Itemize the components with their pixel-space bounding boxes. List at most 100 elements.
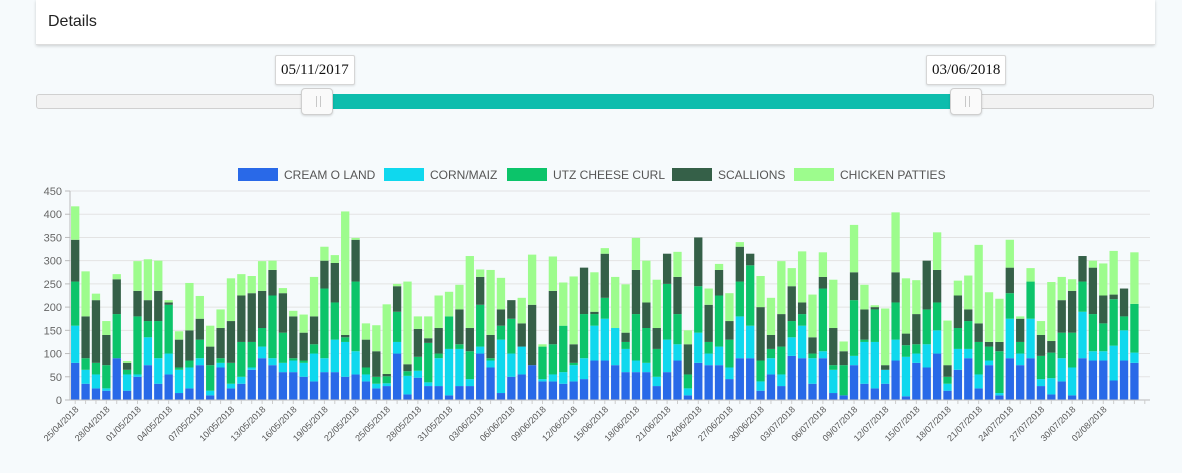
bar-segment	[600, 360, 609, 400]
slider-start-handle[interactable]	[300, 88, 333, 115]
legend-swatch	[384, 168, 424, 181]
bar-segment	[382, 304, 391, 374]
bar-segment	[226, 278, 236, 322]
bar-segment	[299, 376, 308, 400]
bar-segment	[278, 372, 288, 400]
bar-segment	[652, 279, 661, 329]
bar-segment	[1067, 290, 1077, 333]
grip-icon	[965, 96, 971, 107]
bar-segment	[455, 348, 464, 387]
bar-segment	[424, 386, 433, 400]
bar-segment	[195, 295, 204, 319]
bar-segment	[309, 353, 319, 382]
bar-segment	[403, 364, 412, 372]
bar-segment	[1078, 281, 1087, 312]
bar-segment	[351, 374, 360, 400]
bar-segment	[652, 348, 661, 377]
bar-segment	[174, 369, 184, 394]
bar-segment	[392, 341, 402, 354]
bar-segment	[476, 276, 485, 305]
bar-segment	[102, 321, 111, 335]
bar-segment	[351, 281, 360, 352]
bar-segment	[122, 374, 132, 391]
bar-segment	[154, 383, 163, 400]
bar-segment	[164, 374, 173, 400]
bar-segment	[569, 276, 578, 345]
bar-segment	[683, 395, 693, 400]
slider-end-handle[interactable]	[950, 88, 983, 115]
bar-segment	[964, 309, 973, 322]
bar-segment	[662, 253, 672, 284]
bar-segment	[756, 390, 765, 400]
bar-segment	[579, 358, 589, 380]
bar-segment	[392, 286, 402, 312]
bar-segment	[943, 365, 952, 377]
bar-segment	[808, 294, 817, 338]
bar-segment	[860, 341, 869, 384]
bar-segment	[143, 365, 153, 400]
bar-segment	[1057, 381, 1066, 400]
bar-segment	[829, 279, 838, 329]
bar-segment	[444, 316, 454, 349]
bar-segment	[631, 314, 641, 361]
bar-segment	[496, 325, 506, 340]
bar-segment	[1109, 294, 1118, 300]
bar-segment	[1036, 334, 1046, 356]
bar-segment	[777, 314, 786, 347]
bar-segment	[81, 369, 90, 384]
bar-segment	[382, 386, 391, 400]
bar-segment	[403, 281, 412, 365]
bar-segment	[849, 300, 859, 356]
y-tick-label: 0	[56, 395, 62, 407]
bar-segment	[1005, 358, 1014, 400]
bar-segment	[486, 360, 495, 368]
bar-segment	[953, 369, 963, 400]
bar-segment	[829, 369, 838, 394]
bar-segment	[143, 321, 153, 338]
bar-segment	[631, 269, 641, 315]
bar-segment	[257, 290, 267, 329]
bar-segment	[206, 346, 215, 366]
bar-segment	[289, 358, 298, 361]
bar-segment	[71, 362, 80, 400]
bar-segment	[756, 275, 765, 308]
bar-segment	[984, 365, 994, 400]
details-card: Details	[36, 0, 1155, 45]
bar-segment	[974, 323, 983, 342]
bar-segment	[91, 362, 101, 375]
bar-segment	[569, 365, 578, 382]
y-tick-label: 250	[44, 279, 62, 291]
bar-segment	[683, 388, 693, 396]
bar-segment	[974, 244, 983, 324]
bar-segment	[849, 224, 859, 273]
bar-segment	[268, 269, 277, 296]
bar-segment	[403, 371, 412, 376]
bar-segment	[195, 365, 204, 400]
bar-segment	[912, 353, 921, 363]
y-tick-label: 350	[44, 232, 62, 244]
bar-segment	[527, 304, 537, 366]
bar-segment	[403, 375, 412, 395]
bar-segment	[320, 372, 329, 400]
bar-segment	[569, 381, 578, 400]
bar-segment	[735, 358, 744, 400]
bar-segment	[569, 344, 578, 363]
bar-segment	[662, 372, 672, 400]
bar-segment	[216, 367, 225, 400]
bar-segment	[1067, 279, 1077, 291]
bar-segment	[341, 376, 350, 400]
bar-segment	[392, 353, 402, 400]
bar-segment	[268, 365, 277, 400]
bar-segment	[1026, 281, 1035, 319]
bar-segment	[766, 334, 776, 349]
bar-segment	[496, 277, 506, 310]
bar-segment	[257, 358, 267, 400]
bar-segment	[683, 344, 693, 375]
bar-segment	[631, 360, 641, 373]
y-tick-label: 150	[44, 325, 62, 337]
bar-segment	[787, 355, 796, 400]
bar-segment	[237, 376, 246, 384]
bar-segment	[704, 341, 713, 354]
bar-segment	[777, 346, 786, 375]
bar-segment	[81, 316, 90, 359]
